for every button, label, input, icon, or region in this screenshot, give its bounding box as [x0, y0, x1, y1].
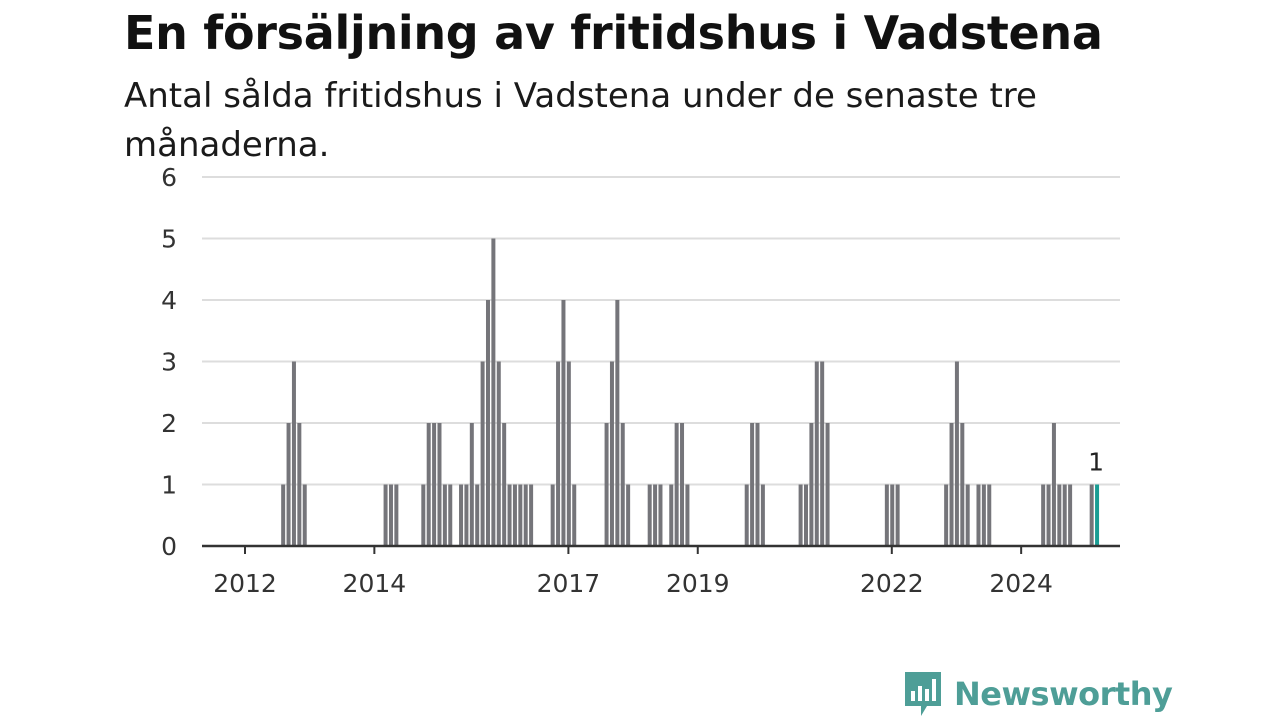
bar [523, 484, 528, 546]
bar [944, 484, 949, 546]
y-tick-label: 0 [161, 532, 177, 561]
y-tick-label: 4 [161, 286, 177, 315]
bar [1068, 484, 1073, 546]
bar [491, 238, 496, 546]
x-tick-label: 2012 [213, 569, 277, 598]
bar [448, 484, 453, 546]
bar [572, 484, 577, 546]
bar [469, 423, 474, 546]
bar [620, 423, 625, 546]
bar [976, 484, 981, 546]
brand-name: Newsworthy [954, 675, 1173, 713]
bar [464, 484, 469, 546]
bar [475, 484, 480, 546]
bar [286, 423, 291, 546]
bar [507, 484, 512, 546]
bar [760, 484, 765, 546]
bar [809, 423, 814, 546]
bar [954, 361, 959, 546]
x-tick-label: 2019 [666, 569, 730, 598]
bar [383, 484, 388, 546]
x-tick-label: 2017 [537, 569, 601, 598]
bar [518, 484, 523, 546]
bar [1062, 484, 1067, 546]
data-label-latest: 1 [1088, 448, 1104, 477]
bar [561, 300, 566, 546]
bar [388, 484, 393, 546]
bar [1041, 484, 1046, 546]
y-tick-label: 3 [161, 348, 177, 377]
bar [804, 484, 808, 546]
bar [626, 484, 631, 546]
bar [658, 484, 663, 546]
bar [502, 423, 507, 546]
bar [566, 361, 571, 546]
bar [895, 484, 900, 546]
y-axis-ticks: 0 1 2 3 4 5 6 [161, 163, 177, 561]
x-axis: 2012 2014 2017 2019 2022 2024 [202, 544, 1120, 598]
bar [680, 423, 685, 546]
bar [987, 484, 992, 546]
bar [459, 484, 464, 546]
bar [1046, 484, 1051, 546]
bar [426, 423, 431, 546]
y-tick-label: 2 [161, 409, 177, 438]
bar [394, 484, 399, 546]
bar [674, 423, 679, 546]
bar [437, 423, 442, 546]
bar [949, 423, 954, 546]
bar [302, 484, 307, 546]
bar [814, 361, 819, 546]
bar [281, 484, 286, 546]
bar [685, 484, 690, 546]
y-tick-label: 5 [161, 225, 177, 254]
bar-chart: 0 1 2 3 4 5 6 2012 2014 2017 2019 2022 2024 1 [161, 163, 1120, 598]
newsworthy-logo-icon [905, 672, 941, 716]
bar [820, 361, 825, 546]
bar [884, 484, 889, 546]
bar [1089, 484, 1094, 546]
bar [960, 423, 965, 546]
bar [556, 361, 561, 546]
grid-lines [202, 176, 1120, 486]
bar [421, 484, 426, 546]
bar [604, 423, 609, 546]
bar-highlight [1095, 484, 1100, 546]
bar [609, 361, 614, 546]
bar [297, 423, 302, 546]
bar [480, 361, 485, 546]
bar [529, 484, 534, 546]
bar [496, 361, 501, 546]
x-tick-label: 2022 [860, 569, 924, 598]
bar [1057, 484, 1062, 546]
y-tick-label: 1 [161, 471, 177, 500]
bar [442, 484, 447, 546]
bar [512, 484, 517, 546]
bar [965, 484, 970, 546]
bar [1051, 423, 1056, 546]
bar [615, 300, 620, 546]
bar [744, 484, 749, 546]
bars [281, 238, 1100, 546]
x-tick-label: 2014 [343, 569, 407, 598]
chart-subtitle: Antal sålda fritidshus i Vadstena under … [124, 76, 1037, 165]
bar [550, 484, 555, 546]
bar [485, 300, 490, 546]
x-tick-label: 2024 [989, 569, 1053, 598]
bar [669, 484, 674, 546]
bar [750, 423, 755, 546]
chart-title: En försäljning av fritidshus i Vadstena [124, 6, 1103, 60]
bar [798, 484, 803, 546]
bar [755, 423, 760, 546]
bar [825, 423, 830, 546]
y-tick-label: 6 [161, 163, 177, 192]
bar [981, 484, 986, 546]
brand-logo: Newsworthy [902, 668, 1173, 720]
bar [432, 423, 437, 546]
bar [653, 484, 658, 546]
bar [291, 361, 296, 546]
bar [890, 484, 895, 546]
data-labels: 1 [1088, 448, 1104, 477]
bar [647, 484, 652, 546]
